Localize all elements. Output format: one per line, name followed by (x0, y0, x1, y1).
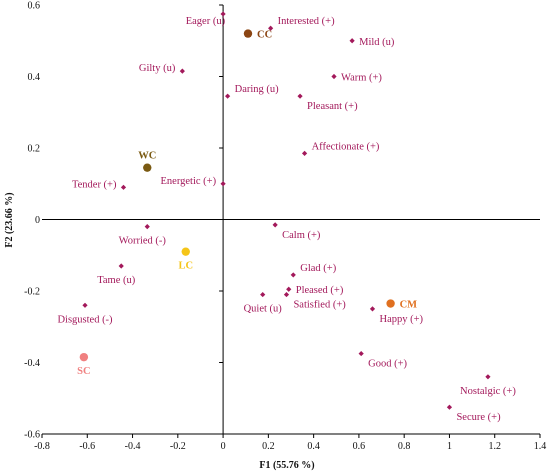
emotion-label: Satisfied (+) (293, 300, 346, 311)
x-tick-label: 0 (221, 441, 226, 452)
emotion-point (446, 404, 453, 410)
emotion-point (331, 73, 337, 80)
x-tick-label: 1 (447, 441, 452, 452)
sample-point (143, 163, 152, 172)
sample-label: CC (257, 30, 272, 41)
emotion-point (118, 263, 124, 269)
x-tick-label: 1.2 (488, 441, 501, 452)
sample-label: LC (178, 261, 193, 272)
x-tick-label: 1.4 (534, 441, 547, 452)
y-tick-label: 0.4 (28, 72, 41, 83)
emotion-label: Tame (u) (97, 275, 136, 286)
y-tick-label: 0.6 (28, 1, 41, 12)
emotion-label: Worried (-) (119, 236, 167, 247)
y-tick-label: 0 (35, 215, 40, 226)
x-tick-label: -0.2 (170, 441, 186, 452)
y-tick-label: -0.6 (24, 430, 40, 441)
emotion-label: Mild (u) (359, 37, 395, 48)
emotion-point (220, 11, 226, 17)
y-tick-label: -0.2 (24, 287, 40, 298)
x-tick-label: 0.2 (262, 441, 275, 452)
emotion-label: Quiet (u) (244, 304, 283, 315)
emotion-point (144, 224, 150, 230)
emotion-label: Secure (+) (456, 412, 501, 423)
emotion-label: Daring (u) (235, 84, 280, 95)
emotion-point (272, 222, 278, 228)
emotion-point (485, 374, 491, 380)
x-tick-label: -0.8 (34, 441, 50, 452)
x-axis-title: F1 (55.76 %) (259, 460, 314, 471)
point-labels: Eager (u) Interested (+) Mild (u) Gilty (u)… (57, 16, 516, 423)
x-tick-label: 0.4 (307, 441, 320, 452)
y-tick-label: 0.2 (28, 144, 41, 155)
sample-label: WC (138, 151, 156, 162)
emotion-point (283, 291, 290, 298)
emotion-label: Pleased (+) (296, 285, 344, 296)
emotion-label: Eager (u) (186, 16, 226, 27)
emotion-point (286, 286, 292, 292)
emotion-label: Affectionate (+) (312, 141, 380, 152)
emotion-point (225, 93, 231, 99)
emotion-point (369, 306, 376, 312)
y-axis-title: F2 (23.66 %) (4, 192, 15, 247)
emotion-label: Glad (+) (300, 263, 336, 274)
emotion-point (290, 272, 296, 278)
sample-point (181, 247, 190, 256)
x-tick-label: -0.4 (125, 441, 141, 452)
emotion-label: Good (+) (368, 359, 407, 370)
sample-point (243, 29, 253, 38)
emotion-label: Energetic (+) (161, 176, 217, 187)
x-tick-label: 0.8 (398, 441, 411, 452)
emotion-point (301, 150, 308, 156)
axes: -0.8 -0.6 -0.4 -0.2 0 0.2 0.4 0.6 0.8 1 1.2 1.40.60… (24, 1, 546, 453)
sample-label: SC (77, 366, 90, 377)
emotion-point (268, 25, 274, 31)
emotion-point (297, 93, 303, 99)
emotion-label: Warm (+) (341, 73, 382, 84)
sample-point (386, 299, 395, 308)
sample-point (79, 352, 89, 362)
emotion-point (82, 302, 88, 308)
x-tick-label: -0.6 (79, 441, 95, 452)
emotion-point (220, 181, 226, 187)
y-tick-label: -0.4 (24, 358, 40, 369)
emotion-point (358, 350, 364, 357)
emotion-point (260, 291, 266, 298)
emotion-label: Happy (+) (379, 314, 423, 325)
emotion-label: Calm (+) (282, 230, 321, 241)
emotion-point (120, 184, 127, 190)
data-points (79, 11, 491, 410)
sample-label: CM (400, 300, 418, 311)
emotion-label: Interested (+) (278, 16, 335, 27)
x-tick-label: 0.6 (353, 441, 366, 452)
emotion-label: Gilty (u) (139, 63, 176, 74)
emotion-point (349, 38, 355, 44)
emotion-label: Tender (+) (72, 179, 117, 190)
emotion-label: Nostalgic (+) (460, 386, 516, 397)
emotion-label: Pleasant (+) (307, 101, 358, 112)
emotion-label: Disgusted (-) (57, 314, 113, 325)
emotion-point (179, 68, 185, 74)
